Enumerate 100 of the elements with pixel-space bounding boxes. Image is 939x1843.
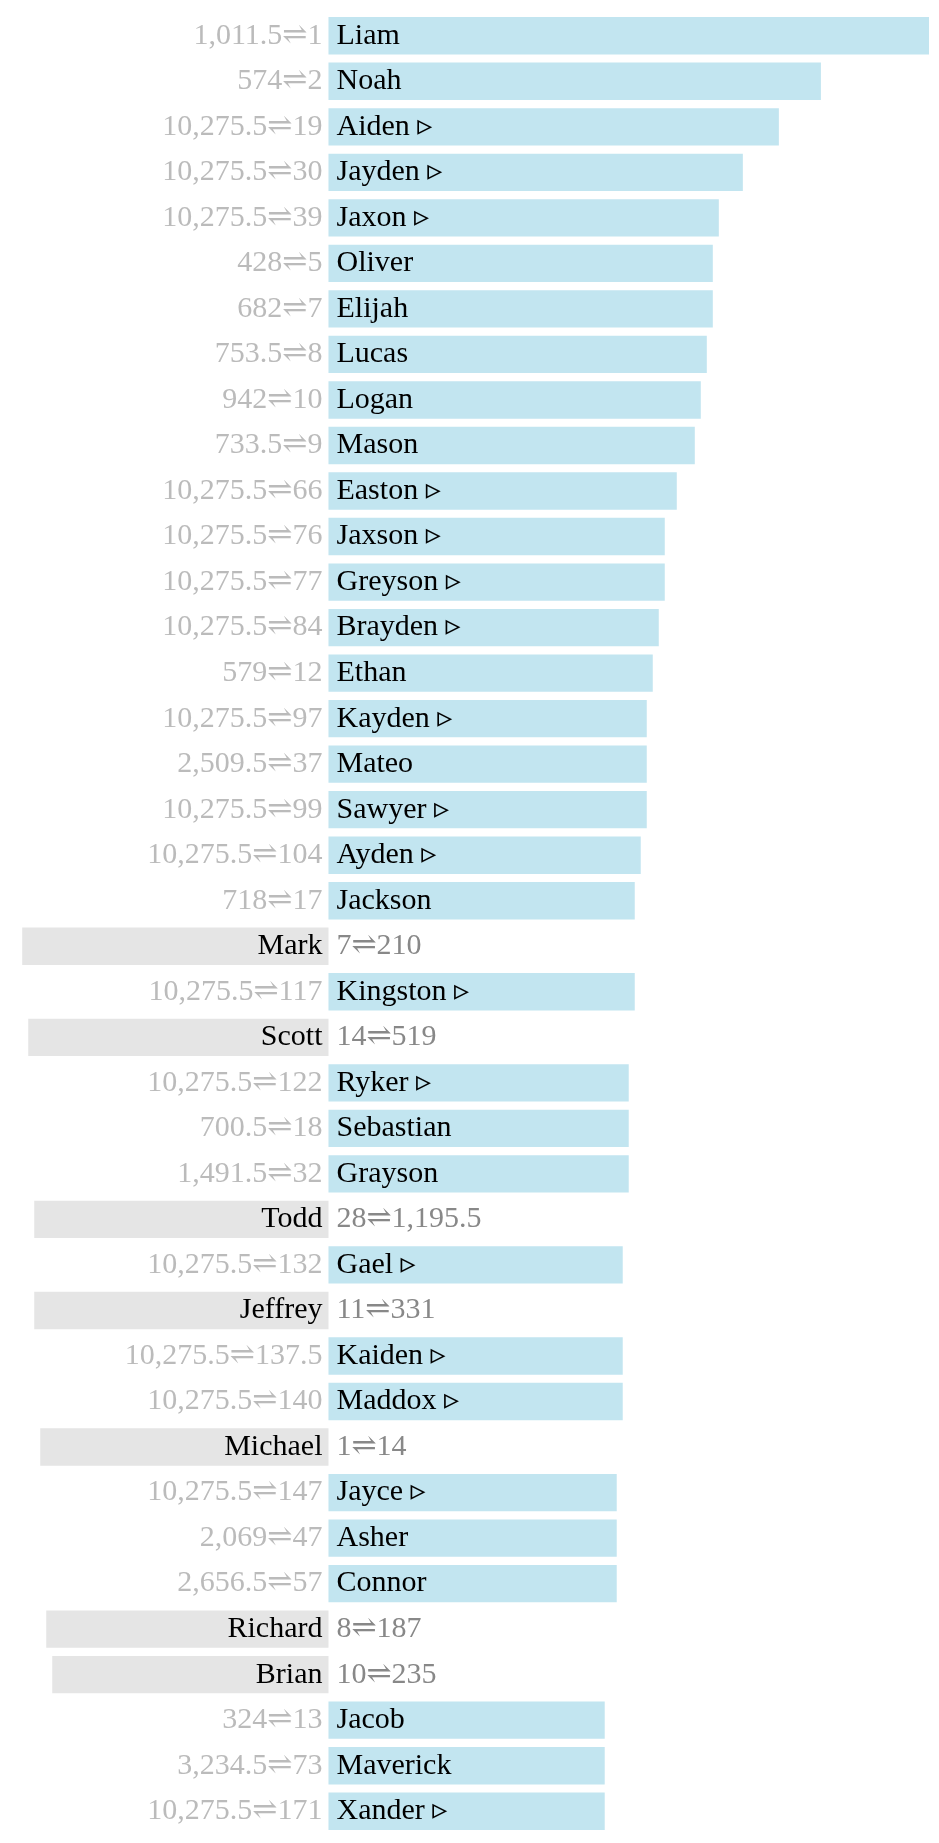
y-tick-label: Grayson (336, 1154, 439, 1188)
bar (328, 973, 635, 1011)
annotation: 10,275.5⇌19 (162, 107, 323, 141)
bar (328, 1792, 605, 1830)
y-tick-label: Aiden ▹ (336, 107, 433, 141)
y-tick-label: Mark (257, 927, 323, 961)
annotation: 718⇌17 (222, 881, 323, 915)
bar (328, 62, 821, 100)
y-tick-label: Richard (227, 1610, 323, 1644)
annotation: 3,234.5⇌73 (177, 1746, 323, 1780)
annotation: 10,275.5⇌97 (162, 699, 323, 733)
annotation: 10,275.5⇌66 (162, 471, 323, 505)
y-tick-label: Michael (224, 1427, 323, 1461)
y-tick-label: Jackson (336, 881, 432, 915)
annotation: 10,275.5⇌30 (162, 153, 323, 187)
annotation: 8⇌187 (336, 1610, 422, 1644)
bar (328, 1519, 617, 1557)
y-tick-label: Noah (336, 62, 402, 96)
annotation: 10,275.5⇌104 (147, 836, 323, 870)
y-tick-label: Liam (336, 16, 400, 50)
y-tick-label: Connor (336, 1564, 427, 1598)
annotation: 10,275.5⇌137.5 (124, 1336, 323, 1370)
y-tick-label: Sawyer ▹ (336, 790, 450, 824)
annotation: 10,275.5⇌77 (162, 562, 323, 596)
annotation: 324⇌13 (222, 1701, 323, 1735)
y-tick-label: Ryker ▹ (336, 1063, 432, 1097)
y-tick-label: Jayce ▹ (336, 1473, 426, 1507)
bar (328, 1382, 623, 1421)
bar (328, 563, 665, 601)
y-tick-label: Kaiden ▹ (336, 1336, 446, 1370)
annotation: 14⇌519 (336, 1018, 437, 1052)
bar (46, 1610, 329, 1648)
annotation: 10,275.5⇌76 (162, 517, 323, 551)
bar (328, 381, 701, 419)
y-tick-label: Maddox ▹ (336, 1382, 460, 1416)
annotation: 10⇌235 (336, 1655, 437, 1689)
y-tick-label: Todd (261, 1200, 323, 1234)
bar (328, 335, 707, 374)
y-tick-label: Sebastian (336, 1109, 452, 1143)
annotation: 10,275.5⇌132 (147, 1245, 323, 1279)
y-tick-label: Kingston ▹ (336, 972, 470, 1006)
bar (328, 745, 647, 783)
bar (328, 654, 653, 692)
annotation: 11⇌331 (336, 1291, 436, 1325)
y-tick-label: Greyson ▹ (336, 562, 461, 596)
bar (328, 517, 665, 556)
bar (328, 1064, 629, 1102)
y-tick-label: Mateo (336, 745, 414, 779)
bar (328, 108, 779, 146)
annotation: 2,656.5⇌57 (177, 1564, 323, 1598)
y-tick-label: Jaxson ▹ (336, 517, 441, 551)
annotation: 2,069⇌47 (199, 1518, 323, 1552)
y-tick-label: Xander ▹ (336, 1792, 448, 1826)
bar (22, 927, 329, 965)
annotation: 682⇌7 (237, 289, 323, 323)
y-tick-label: Kayden ▹ (336, 699, 453, 733)
y-tick-label: Jaxon ▹ (336, 198, 430, 232)
y-tick-label: Jacob (336, 1701, 405, 1735)
annotation: 1,011.5⇌1 (193, 16, 323, 50)
bar (328, 17, 929, 55)
y-tick-label: Asher (336, 1518, 409, 1552)
y-tick-label: Ethan (336, 653, 407, 687)
bar (328, 882, 635, 920)
annotation: 700.5⇌18 (199, 1109, 323, 1143)
y-tick-label: Brian (255, 1655, 323, 1689)
bar (328, 1155, 629, 1193)
annotation: 1,491.5⇌32 (177, 1154, 323, 1188)
annotation: 10,275.5⇌117 (148, 972, 323, 1006)
annotation: 1⇌14 (336, 1427, 407, 1461)
bar (328, 791, 647, 829)
y-tick-label: Ayden ▹ (336, 836, 437, 870)
y-tick-label: Maverick (336, 1746, 452, 1780)
bar (328, 1337, 623, 1375)
y-tick-label: Scott (260, 1018, 324, 1052)
bar (328, 699, 647, 738)
annotation: 428⇌5 (237, 244, 323, 278)
bar (328, 1246, 623, 1284)
bar (328, 1473, 617, 1512)
y-tick-label: Gael ▹ (336, 1245, 416, 1279)
y-tick-label: Elijah (336, 289, 409, 323)
annotation: 28⇌1,195.5 (336, 1200, 482, 1234)
annotation: 579⇌12 (222, 653, 323, 687)
y-tick-label: Brayden ▹ (336, 608, 461, 642)
bar (328, 290, 713, 328)
annotation: 10,275.5⇌140 (147, 1382, 323, 1416)
bar (28, 1018, 329, 1056)
bar (40, 1428, 329, 1466)
bar (328, 1109, 629, 1148)
bar (328, 244, 713, 283)
bar (328, 199, 719, 237)
annotation: 942⇌10 (222, 380, 323, 414)
annotation: 733.5⇌9 (214, 426, 323, 460)
y-tick-label: Lucas (336, 335, 409, 369)
annotation: 2,509.5⇌37 (177, 745, 323, 779)
bar (328, 153, 743, 191)
bar (34, 1200, 329, 1239)
annotation: 10,275.5⇌122 (147, 1063, 323, 1097)
annotation: 10,275.5⇌39 (162, 198, 323, 232)
bar (328, 1564, 617, 1603)
annotation: 10,275.5⇌84 (162, 608, 323, 642)
